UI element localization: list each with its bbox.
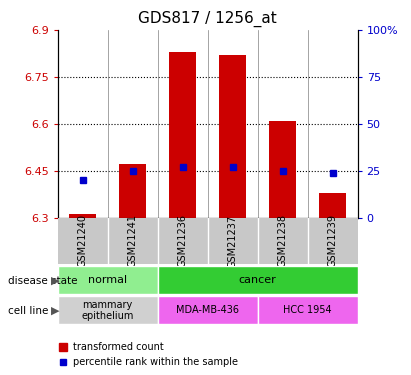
Text: disease state: disease state xyxy=(8,276,78,285)
Text: cancer: cancer xyxy=(239,275,277,285)
Text: GSM21237: GSM21237 xyxy=(228,214,238,267)
Text: ▶: ▶ xyxy=(51,306,60,315)
Text: mammary
epithelium: mammary epithelium xyxy=(81,300,134,321)
Text: normal: normal xyxy=(88,275,127,285)
Bar xyxy=(157,266,358,294)
Text: GSM21240: GSM21240 xyxy=(78,214,88,267)
Text: GSM21239: GSM21239 xyxy=(328,214,337,267)
Text: GSM21238: GSM21238 xyxy=(277,214,288,267)
Text: GSM21236: GSM21236 xyxy=(178,214,187,267)
Bar xyxy=(58,266,157,294)
Bar xyxy=(58,296,157,324)
Text: HCC 1954: HCC 1954 xyxy=(283,305,332,315)
Bar xyxy=(258,296,358,324)
Text: cell line: cell line xyxy=(8,306,48,315)
Text: GSM21241: GSM21241 xyxy=(127,214,138,267)
Bar xyxy=(219,55,246,217)
Bar xyxy=(169,52,196,217)
Bar xyxy=(319,192,346,217)
Bar xyxy=(269,121,296,218)
Bar xyxy=(157,296,258,324)
Title: GDS817 / 1256_at: GDS817 / 1256_at xyxy=(138,11,277,27)
Bar xyxy=(119,164,146,218)
Text: ▶: ▶ xyxy=(51,276,60,285)
Bar xyxy=(69,214,96,217)
Legend: transformed count, percentile rank within the sample: transformed count, percentile rank withi… xyxy=(58,342,238,367)
Text: MDA-MB-436: MDA-MB-436 xyxy=(176,305,239,315)
